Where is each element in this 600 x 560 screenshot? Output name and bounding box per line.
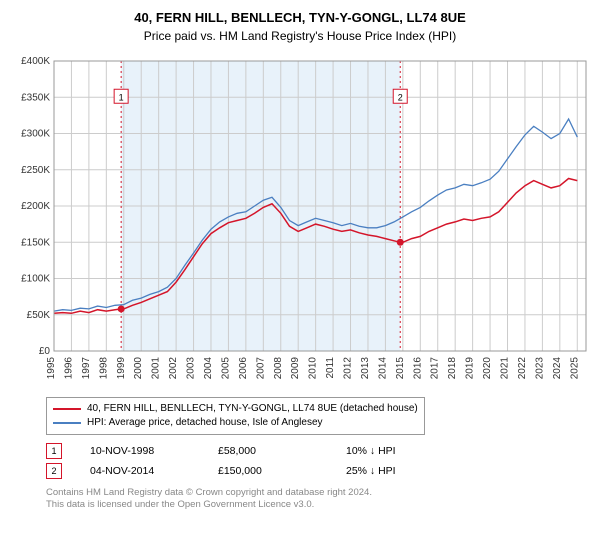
svg-text:2009: 2009 <box>290 356 301 379</box>
attribution: Contains HM Land Registry data © Crown c… <box>46 487 592 512</box>
svg-text:2006: 2006 <box>238 356 249 379</box>
marker-delta: 25% ↓ HPI <box>346 465 446 477</box>
svg-text:2024: 2024 <box>552 356 563 379</box>
svg-text:£0: £0 <box>39 346 51 357</box>
legend-swatch <box>53 422 81 424</box>
svg-text:2015: 2015 <box>395 356 406 379</box>
svg-text:£100K: £100K <box>21 273 50 284</box>
chart-title: 40, FERN HILL, BENLLECH, TYN-Y-GONGL, LL… <box>8 10 592 27</box>
legend-item: HPI: Average price, detached house, Isle… <box>53 416 418 430</box>
marker-table: 1 10-NOV-1998 £58,000 10% ↓ HPI 2 04-NOV-2014… <box>46 441 592 481</box>
marker-number-box: 2 <box>46 463 62 479</box>
svg-text:2000: 2000 <box>133 356 144 379</box>
attribution-line2: This data is licensed under the Open Gov… <box>46 499 592 511</box>
marker-date: 10-NOV-1998 <box>90 445 190 457</box>
svg-text:2014: 2014 <box>377 356 388 379</box>
svg-text:2005: 2005 <box>220 356 231 379</box>
svg-text:£400K: £400K <box>21 56 50 67</box>
svg-text:2020: 2020 <box>482 356 493 379</box>
svg-text:2: 2 <box>398 92 403 102</box>
svg-text:2021: 2021 <box>500 356 511 379</box>
svg-text:1997: 1997 <box>81 356 92 379</box>
svg-text:2017: 2017 <box>430 356 441 379</box>
chart-subtitle: Price paid vs. HM Land Registry's House … <box>8 29 592 43</box>
svg-text:1: 1 <box>119 92 124 102</box>
svg-text:2022: 2022 <box>517 356 528 379</box>
marker-row: 2 04-NOV-2014 £150,000 25% ↓ HPI <box>46 461 592 481</box>
marker-price: £58,000 <box>218 445 318 457</box>
svg-text:2023: 2023 <box>534 356 545 379</box>
svg-text:2007: 2007 <box>255 356 266 379</box>
svg-text:2001: 2001 <box>151 356 162 379</box>
svg-text:2010: 2010 <box>308 356 319 379</box>
svg-text:£200K: £200K <box>21 201 50 212</box>
svg-text:2004: 2004 <box>203 356 214 379</box>
marker-number-box: 1 <box>46 443 62 459</box>
legend-swatch <box>53 408 81 410</box>
svg-text:1998: 1998 <box>98 356 109 379</box>
svg-text:2012: 2012 <box>343 356 354 379</box>
marker-date: 04-NOV-2014 <box>90 465 190 477</box>
svg-text:£50K: £50K <box>27 310 51 321</box>
attribution-line1: Contains HM Land Registry data © Crown c… <box>46 487 592 499</box>
svg-text:£150K: £150K <box>21 237 50 248</box>
svg-text:£300K: £300K <box>21 128 50 139</box>
svg-text:2016: 2016 <box>412 356 423 379</box>
marker-row: 1 10-NOV-1998 £58,000 10% ↓ HPI <box>46 441 592 461</box>
svg-text:2003: 2003 <box>186 356 197 379</box>
svg-text:2008: 2008 <box>273 356 284 379</box>
svg-text:1999: 1999 <box>116 356 127 379</box>
svg-text:2013: 2013 <box>360 356 371 379</box>
svg-text:2025: 2025 <box>569 356 580 379</box>
svg-text:1996: 1996 <box>63 356 74 379</box>
svg-text:2011: 2011 <box>325 356 336 378</box>
chart-area: £0 £50K £100K £150K £200K £250K £300K £350K £400… <box>8 51 592 391</box>
marker-price: £150,000 <box>218 465 318 477</box>
legend-label: HPI: Average price, detached house, Isle… <box>87 416 323 430</box>
svg-text:2018: 2018 <box>447 356 458 379</box>
legend-item: 40, FERN HILL, BENLLECH, TYN-Y-GONGL, LL… <box>53 402 418 416</box>
line-chart: £0 £50K £100K £150K £200K £250K £300K £350K £400… <box>8 51 592 391</box>
svg-text:2002: 2002 <box>168 356 179 379</box>
svg-text:2019: 2019 <box>465 356 476 379</box>
legend-label: 40, FERN HILL, BENLLECH, TYN-Y-GONGL, LL… <box>87 402 418 416</box>
marker-delta: 10% ↓ HPI <box>346 445 446 457</box>
svg-text:1995: 1995 <box>46 356 57 379</box>
svg-text:£250K: £250K <box>21 165 50 176</box>
legend: 40, FERN HILL, BENLLECH, TYN-Y-GONGL, LL… <box>46 397 425 435</box>
svg-text:£350K: £350K <box>21 92 50 103</box>
